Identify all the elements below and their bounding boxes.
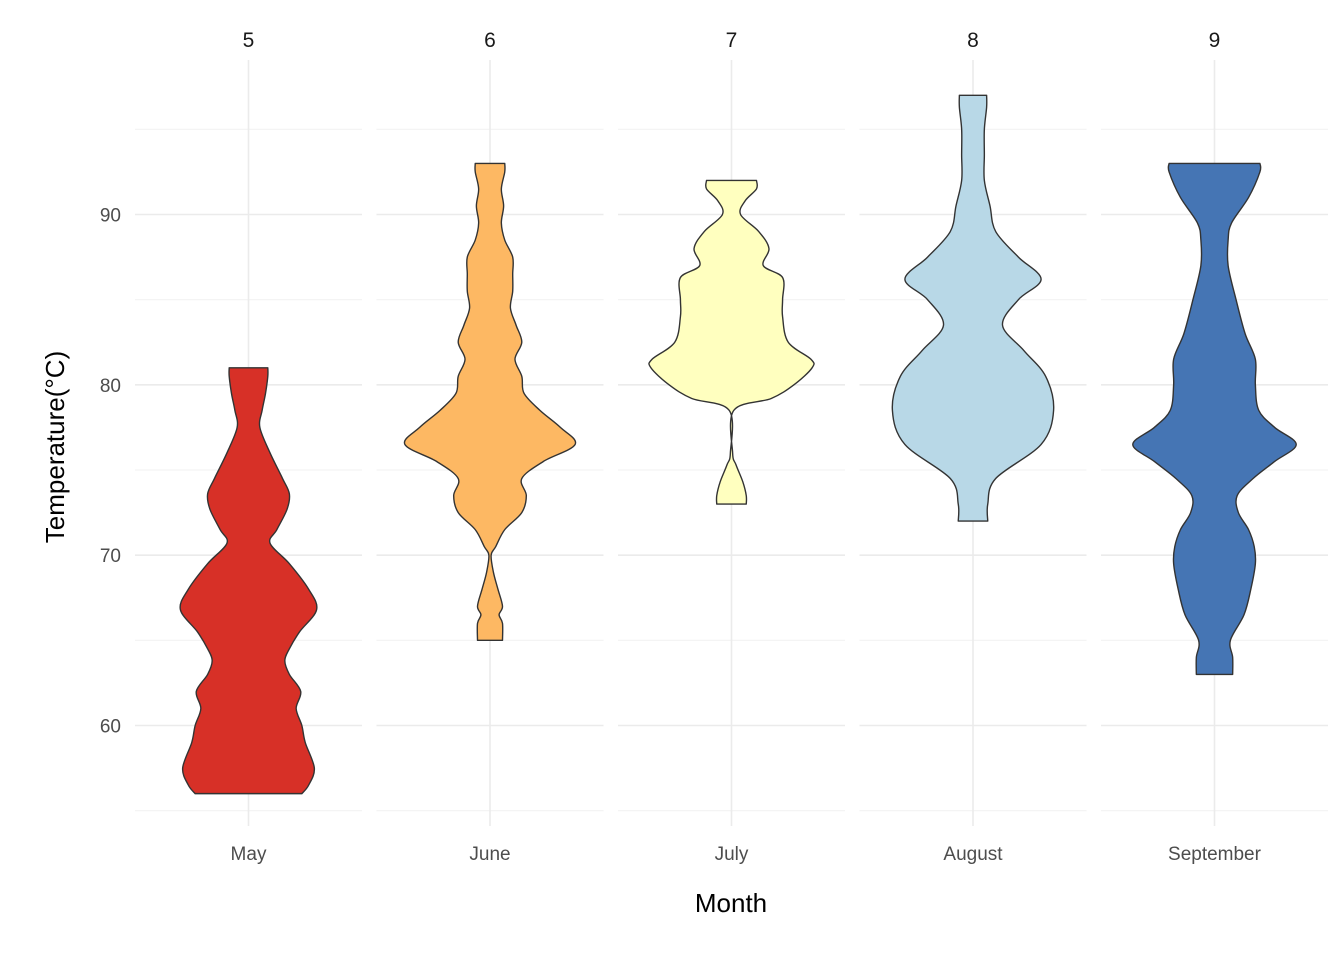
violin-july (648, 179, 815, 505)
violin-september (1132, 162, 1297, 676)
label-layer: 60 70 80 90 5 May 6 June 7 July 8 August 9 September (100, 29, 1262, 865)
strip-label: 5 (243, 29, 255, 52)
x-tick-label: June (469, 844, 510, 865)
x-tick-label: July (715, 844, 749, 865)
y-tick-label: 80 (100, 376, 121, 397)
y-axis-title: Temperature(°C) (40, 351, 70, 543)
x-axis-title: Month (695, 888, 767, 918)
strip-label: 8 (967, 29, 979, 52)
y-tick-label: 70 (100, 546, 121, 567)
strip-label: 7 (726, 29, 738, 52)
strip-label: 6 (484, 29, 496, 52)
violin-may (179, 367, 318, 795)
violin-layer (179, 94, 1297, 795)
x-tick-label: August (943, 844, 1003, 865)
x-tick-label: May (231, 844, 267, 865)
y-tick-label: 60 (100, 717, 121, 738)
violin-august (891, 94, 1055, 522)
violin-june (403, 162, 577, 642)
strip-label: 9 (1209, 29, 1221, 52)
y-tick-label: 90 (100, 206, 121, 227)
x-tick-label: September (1168, 844, 1262, 865)
